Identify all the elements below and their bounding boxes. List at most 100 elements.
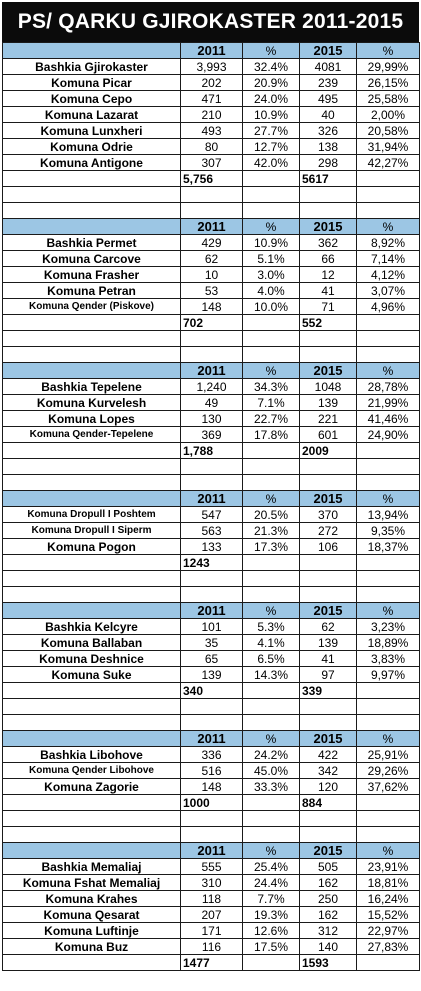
percent-2015: 18,89%	[356, 634, 420, 651]
total-label	[2, 314, 181, 331]
table-row: Komuna Deshnice 65 6.5% 41 3,83%	[2, 650, 420, 667]
table-row: Komuna Cepo 471 24.0% 495 25,58%	[2, 90, 420, 107]
percent-2011: 24.2%	[242, 746, 300, 763]
votes-2011: 116	[180, 938, 243, 955]
percent-2015: 15,52%	[356, 906, 420, 923]
header-2011: 2011	[180, 490, 243, 507]
total-pct-2015	[356, 170, 420, 187]
total-label	[2, 442, 181, 459]
total-row: 5,756 5617	[2, 170, 420, 187]
percent-2015: 3,07%	[356, 282, 420, 299]
header-name-cell	[2, 730, 181, 747]
header-name-cell	[2, 490, 181, 507]
percent-2015: 7,14%	[356, 250, 420, 267]
votes-2011: 336	[180, 746, 243, 763]
blank-cell	[180, 810, 243, 827]
percent-2011: 7.7%	[242, 890, 300, 907]
percent-2011: 19.3%	[242, 906, 300, 923]
header-row: 2011% 2015%	[2, 218, 420, 235]
header-pct-2015: %	[356, 730, 420, 747]
votes-2011: 148	[180, 778, 243, 795]
votes-2011: 471	[180, 90, 243, 107]
header-2015: 2015	[299, 218, 357, 235]
percent-2011: 34.3%	[242, 378, 300, 395]
header-2015: 2015	[299, 362, 357, 379]
percent-2011: 24.0%	[242, 90, 300, 107]
table-row: Komuna Kurvelesh 49 7.1% 139 21,99%	[2, 394, 420, 411]
total-2015: 884	[299, 794, 357, 811]
percent-2011: 14.3%	[242, 666, 300, 683]
table-row: Komuna Luftinje 171 12.6% 312 22,97%	[2, 922, 420, 939]
total-2011: 1243	[180, 554, 243, 571]
blank-row	[2, 714, 420, 731]
votes-2015: 4081	[299, 58, 357, 75]
votes-2015: 601	[299, 426, 357, 443]
blank-row	[2, 570, 420, 587]
total-2011: 340	[180, 682, 243, 699]
percent-2015: 9,97%	[356, 666, 420, 683]
municipality-name: Bashkia Libohove	[2, 746, 181, 763]
blank-cell	[180, 586, 243, 603]
blank-cell	[242, 810, 300, 827]
votes-2015: 62	[299, 618, 357, 635]
votes-2015: 120	[299, 778, 357, 795]
percent-2015: 24,90%	[356, 426, 420, 443]
table-row: Komuna Krahes 118 7.7% 250 16,24%	[2, 890, 420, 907]
percent-2015: 25,91%	[356, 746, 420, 763]
municipality-name: Bashkia Kelcyre	[2, 618, 181, 635]
table-row: Komuna Suke 139 14.3% 97 9,97%	[2, 666, 420, 683]
header-pct-2011: %	[242, 362, 300, 379]
municipality-name: Komuna Qender Libohove	[2, 762, 181, 779]
blank-cell	[242, 826, 300, 843]
votes-2015: 40	[299, 106, 357, 123]
percent-2011: 3.0%	[242, 266, 300, 283]
header-2011: 2011	[180, 730, 243, 747]
municipality-name: Komuna Petran	[2, 282, 181, 299]
blank-cell	[180, 474, 243, 491]
total-row: 1000 884	[2, 794, 420, 811]
votes-2011: 49	[180, 394, 243, 411]
header-name-cell	[2, 42, 181, 59]
total-pct-2011	[242, 554, 300, 571]
table-row: Komuna Antigone 307 42.0% 298 42,27%	[2, 154, 420, 171]
header-pct-2015: %	[356, 362, 420, 379]
blank-row	[2, 202, 420, 219]
header-pct-2015: %	[356, 42, 420, 59]
votes-2015: 12	[299, 266, 357, 283]
blank-cell	[180, 346, 243, 363]
total-pct-2015	[356, 314, 420, 331]
blank-cell	[2, 586, 181, 603]
blank-cell	[242, 186, 300, 203]
blank-cell	[242, 714, 300, 731]
blank-cell	[356, 346, 420, 363]
blank-cell	[299, 586, 357, 603]
table-row: Komuna Dropull I Poshtem 547 20.5% 370 13,94…	[2, 506, 420, 523]
table-row: Komuna Lazarat 210 10.9% 40 2,00%	[2, 106, 420, 123]
percent-2011: 10.0%	[242, 298, 300, 315]
percent-2011: 22.7%	[242, 410, 300, 427]
blank-cell	[242, 202, 300, 219]
total-label	[2, 554, 181, 571]
total-row: 340 339	[2, 682, 420, 699]
municipality-name: Komuna Dropull I Siperm	[2, 522, 181, 539]
blank-cell	[2, 714, 181, 731]
municipality-name: Komuna Pogon	[2, 538, 181, 555]
municipality-name: Komuna Lunxheri	[2, 122, 181, 139]
votes-2011: 369	[180, 426, 243, 443]
votes-2015: 138	[299, 138, 357, 155]
total-2011: 702	[180, 314, 243, 331]
votes-2011: 493	[180, 122, 243, 139]
percent-2015: 23,91%	[356, 858, 420, 875]
header-name-cell	[2, 842, 181, 859]
table-row: Komuna Qender (Piskove) 148 10.0% 71 4,96%	[2, 298, 420, 315]
blank-cell	[2, 698, 181, 715]
blank-cell	[180, 698, 243, 715]
table-row: Komuna Qender Libohove 516 45.0% 342 29,26%	[2, 762, 420, 779]
header-pct-2011: %	[242, 490, 300, 507]
percent-2011: 10.9%	[242, 106, 300, 123]
total-pct-2011	[242, 170, 300, 187]
blank-cell	[180, 570, 243, 587]
page-title: PS/ QARKU GJIROKASTER 2011-2015	[2, 2, 419, 42]
blank-cell	[242, 474, 300, 491]
votes-2011: 65	[180, 650, 243, 667]
